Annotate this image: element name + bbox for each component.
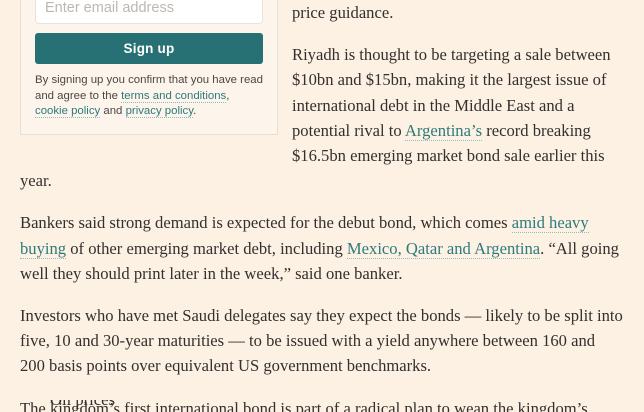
article-link[interactable]: amid heavy buying	[20, 213, 589, 259]
clipped-next-paragraph: Oil prices	[50, 400, 610, 412]
article-text-run: . “All going well they should print late…	[20, 238, 619, 283]
paragraph-price-guidance: price guidance.	[20, 0, 624, 25]
privacy-policy-link[interactable]: privacy policy	[125, 105, 194, 118]
signup-button-label: Sign up	[123, 41, 175, 56]
paragraph-bankers: Bankers said strong demand is expected f…	[20, 210, 624, 286]
article-text-run: of other emerging market debt, including	[66, 238, 347, 258]
signup-button[interactable]: Sign up	[35, 33, 263, 64]
article-text-run: The kingdom’s first international bond i…	[20, 398, 588, 412]
email-field[interactable]: Enter email address	[35, 0, 263, 24]
article-body: price guidance. Riyadh is thought to be …	[20, 0, 624, 412]
paragraph-riyadh: Riyadh is thought to be targeting a sale…	[20, 42, 624, 193]
email-field-placeholder: Enter email address	[45, 0, 174, 17]
paragraph-kingdom: The kingdom’s first international bond i…	[20, 396, 624, 412]
article-text-run: Riyadh is thought to be targeting a sale…	[292, 45, 611, 140]
article-text-run: price guidance.	[292, 3, 394, 22]
paragraph-investors: Investors who have met Saudi delegates s…	[20, 303, 624, 379]
article-text-run: Investors who have met Saudi delegates s…	[20, 306, 623, 376]
disclaimer-suffix: .	[193, 105, 197, 117]
terms-and-conditions-link[interactable]: terms and conditions	[121, 89, 227, 103]
newsletter-signup-box: Select topic Enter email address Sign up…	[20, 0, 278, 135]
clipped-next-paragraph-text: Oil prices	[50, 400, 610, 412]
article-link[interactable]: Mexico, Qatar and Argentina	[346, 238, 541, 259]
signup-disclaimer: By signing up you confirm that you have …	[35, 73, 263, 120]
article-text-run: Bankers said strong demand is expected f…	[20, 213, 512, 233]
disclaimer-sep1: ,	[226, 89, 230, 102]
cookie-policy-link[interactable]: cookie policy	[35, 105, 101, 118]
article-text-run: record breaking $16.5bn emerging market …	[20, 120, 605, 191]
disclaimer-sep2: and	[100, 105, 126, 117]
disclaimer-prefix: By signing up you confirm that you have …	[35, 74, 263, 102]
article-link[interactable]: Argentina’s	[404, 120, 483, 141]
